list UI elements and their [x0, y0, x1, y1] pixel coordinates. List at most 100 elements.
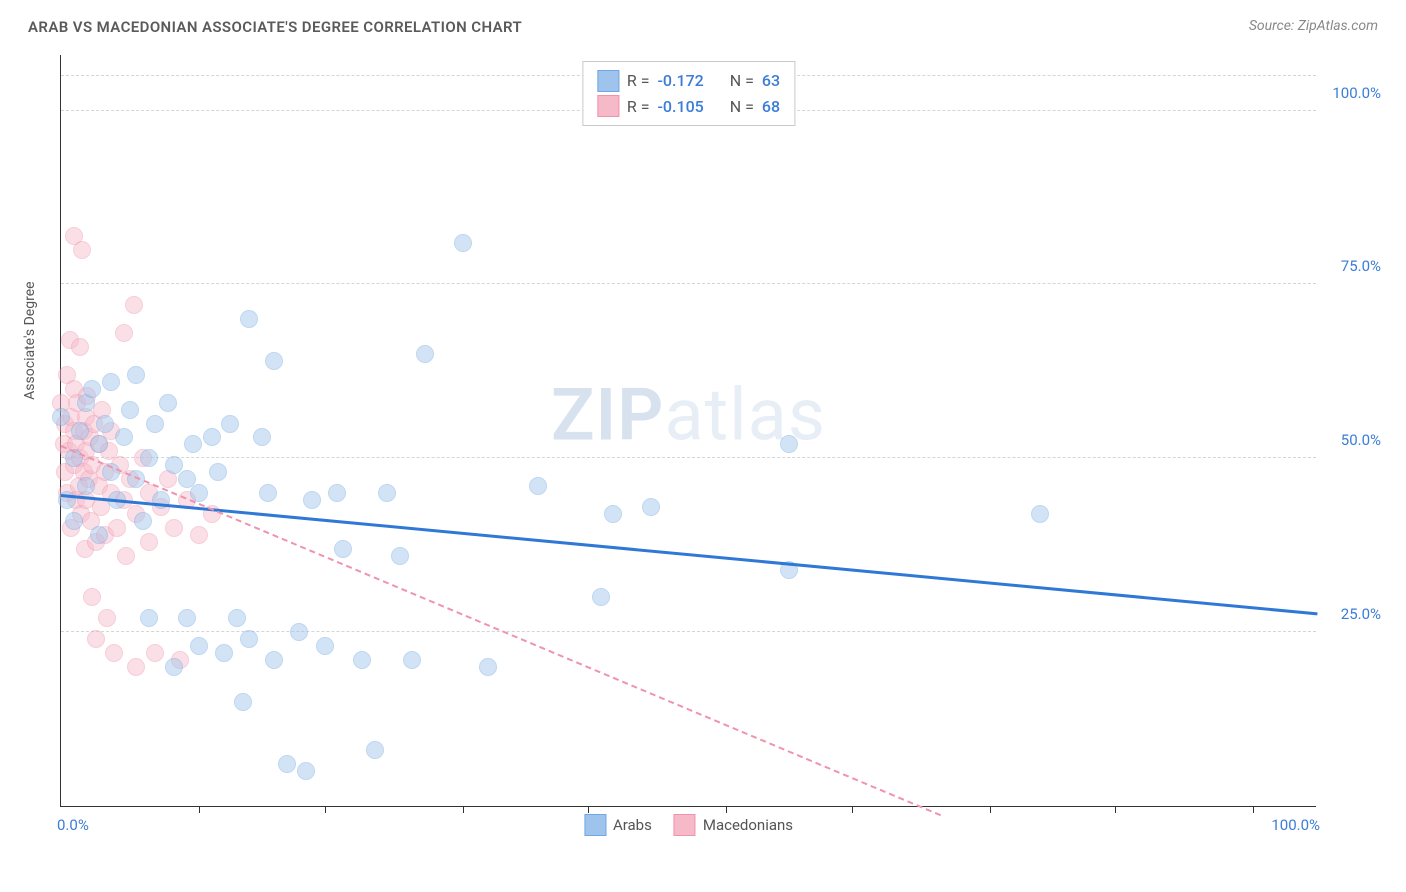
series-legend: Arabs Macedonians	[584, 814, 793, 836]
legend-item: Arabs	[584, 814, 652, 836]
data-point	[642, 498, 660, 516]
data-point	[780, 435, 798, 453]
data-point	[240, 630, 258, 648]
x-tick	[199, 806, 200, 813]
legend-swatch	[584, 814, 606, 836]
chart-source: Source: ZipAtlas.com	[1249, 18, 1378, 34]
data-point	[87, 630, 105, 648]
data-point	[77, 477, 95, 495]
data-point	[240, 310, 258, 328]
data-point	[134, 512, 152, 530]
data-point	[403, 651, 421, 669]
n-value: 68	[762, 94, 780, 120]
data-point	[1031, 505, 1049, 523]
gridline	[61, 457, 1316, 458]
x-tick	[463, 806, 464, 813]
data-point	[159, 394, 177, 412]
data-point	[278, 755, 296, 773]
data-point	[221, 415, 239, 433]
correlation-legend: R = -0.172N = 63R = -0.105N = 68	[582, 61, 795, 126]
plot-area: ZIPatlas 25.0%50.0%75.0%100.0%0.0%100.0%…	[60, 55, 1316, 807]
data-point	[416, 345, 434, 363]
data-point	[117, 547, 135, 565]
data-point	[228, 609, 246, 627]
data-point	[265, 352, 283, 370]
data-point	[73, 241, 91, 259]
data-point	[83, 380, 101, 398]
data-point	[102, 373, 120, 391]
data-point	[121, 401, 139, 419]
legend-swatch	[597, 95, 619, 117]
y-tick-label: 50.0%	[1341, 431, 1381, 449]
data-point	[140, 449, 158, 467]
y-tick-label: 25.0%	[1341, 605, 1381, 623]
data-point	[71, 422, 89, 440]
data-point	[108, 519, 126, 537]
data-point	[52, 408, 70, 426]
legend-label: Arabs	[613, 816, 652, 834]
data-point	[190, 526, 208, 544]
data-point	[65, 512, 83, 530]
x-tick	[990, 806, 991, 813]
data-point	[259, 484, 277, 502]
data-point	[366, 741, 384, 759]
data-point	[454, 234, 472, 252]
y-axis-label: Associate's Degree	[22, 281, 38, 399]
data-point	[90, 435, 108, 453]
data-point	[127, 366, 145, 384]
data-point	[146, 415, 164, 433]
data-point	[253, 428, 271, 446]
trend-line	[61, 494, 1317, 615]
y-tick-label: 100.0%	[1332, 84, 1381, 102]
x-tick	[325, 806, 326, 813]
data-point	[90, 526, 108, 544]
x-tick	[852, 806, 853, 813]
n-value: 63	[762, 68, 780, 94]
chart-title: ARAB VS MACEDONIAN ASSOCIATE'S DEGREE CO…	[28, 18, 522, 36]
x-tick	[1115, 806, 1116, 813]
data-point	[203, 428, 221, 446]
chart-container: Associate's Degree ZIPatlas 25.0%50.0%75…	[40, 55, 1386, 862]
data-point	[234, 693, 252, 711]
data-point	[165, 658, 183, 676]
x-tick-label: 0.0%	[57, 816, 89, 834]
watermark-rest: atlas	[664, 373, 826, 458]
legend-swatch	[674, 814, 696, 836]
data-point	[71, 338, 89, 356]
data-point	[290, 623, 308, 641]
data-point	[209, 463, 227, 481]
data-point	[215, 644, 233, 662]
legend-row: R = -0.172N = 63	[597, 68, 780, 94]
data-point	[115, 324, 133, 342]
data-point	[105, 644, 123, 662]
x-tick-label: 100.0%	[1271, 816, 1320, 834]
data-point	[334, 540, 352, 558]
r-value: -0.105	[657, 94, 703, 120]
data-point	[479, 658, 497, 676]
data-point	[529, 477, 547, 495]
data-point	[184, 435, 202, 453]
x-tick	[1253, 806, 1254, 813]
data-point	[98, 609, 116, 627]
data-point	[127, 658, 145, 676]
n-label: N =	[730, 94, 754, 120]
chart-header: ARAB VS MACEDONIAN ASSOCIATE'S DEGREE CO…	[0, 0, 1406, 36]
data-point	[592, 588, 610, 606]
data-point	[316, 637, 334, 655]
data-point	[140, 609, 158, 627]
data-point	[125, 296, 143, 314]
data-point	[391, 547, 409, 565]
data-point	[303, 491, 321, 509]
data-point	[353, 651, 371, 669]
data-point	[378, 484, 396, 502]
x-tick	[726, 806, 727, 813]
legend-label: Macedonians	[703, 816, 793, 834]
n-label: N =	[730, 68, 754, 94]
legend-item: Macedonians	[674, 814, 793, 836]
data-point	[115, 428, 133, 446]
data-point	[96, 415, 114, 433]
r-value: -0.172	[657, 68, 703, 94]
gridline	[61, 283, 1316, 284]
data-point	[604, 505, 622, 523]
x-tick	[588, 806, 589, 813]
